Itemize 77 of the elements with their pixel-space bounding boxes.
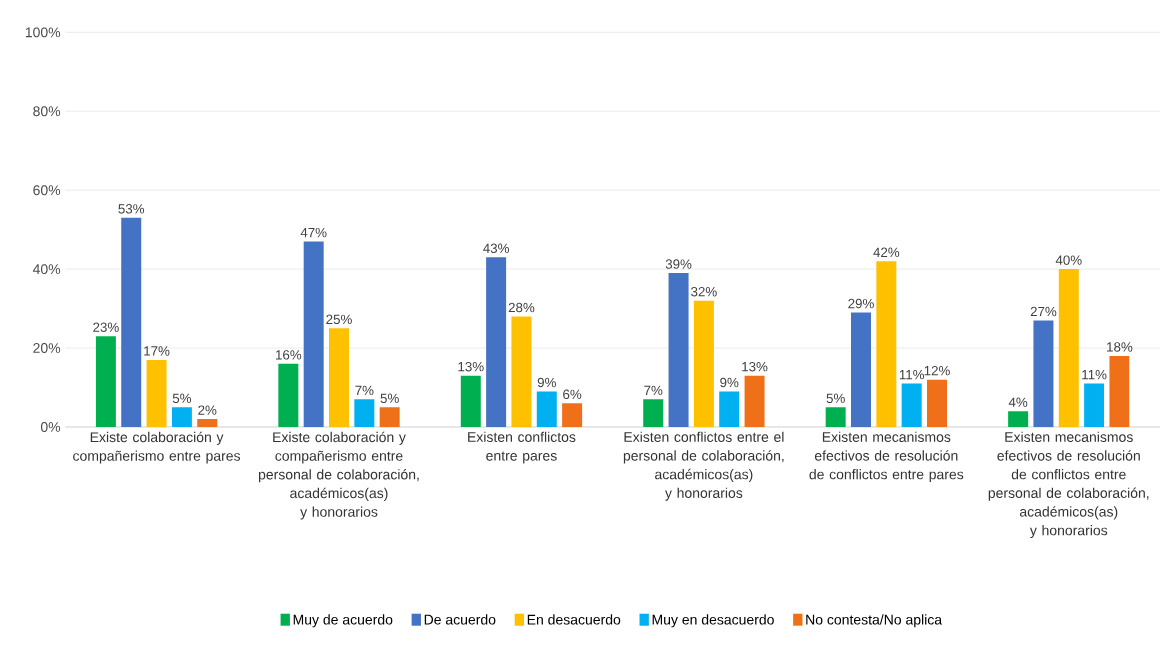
data-label: 18% [1107,342,1133,352]
data-label: 13% [458,361,484,372]
bar [1109,355,1130,427]
legend-label: Muy en desacuerdo [652,614,774,628]
bar [1008,411,1029,427]
data-label: 32% [691,286,717,297]
data-label: 47% [300,227,327,238]
y-tick-label: 80% [33,106,61,117]
bar [693,300,714,427]
data-label: 9% [720,377,739,388]
data-label: 11% [1082,369,1107,380]
y-tick-label: 40% [32,264,61,275]
bar [1033,320,1054,427]
bar [95,336,116,427]
data-label: 27% [1030,306,1057,317]
bar [876,261,897,427]
bar [668,273,689,427]
bar [329,328,350,427]
data-label: 7% [355,385,374,396]
x-tick-label: Existe colaboración y compañerismo entre pares [73,431,241,464]
bar [536,391,557,427]
y-tick-label: 100% [25,27,61,38]
bar [851,312,872,427]
x-tick-label: Existen conflictos entre pares [468,431,576,464]
bar [1058,269,1079,427]
data-label: 9% [537,377,556,388]
data-label: 12% [924,365,950,376]
data-label: 11% [899,369,925,380]
bar [146,359,167,427]
data-label: 42% [873,247,900,257]
data-label: 23% [93,322,119,332]
data-label: 43% [483,243,509,254]
bar [486,257,507,427]
data-label: 25% [326,314,352,325]
data-label: 17% [144,346,170,356]
bar [719,391,740,427]
x-tick-label: Existen mecanismos efectivos de resolución de conflictos entre pares [809,431,964,483]
data-label: 16% [276,350,302,360]
bar [171,407,192,427]
bar [825,407,846,427]
data-label: 2% [198,405,217,415]
data-label: 5% [826,393,845,403]
data-label: 40% [1055,255,1082,265]
bar [197,419,218,427]
legend-label: No contesta/No aplica [806,614,943,628]
data-label: 39% [665,259,692,269]
bar [354,399,375,427]
bar [901,383,922,427]
x-tick-label: Existe colaboración y compañerismo entre personal de colaboración, académicos(as) y honorarios [258,431,419,520]
legend-label: En desacuerdo [527,614,621,625]
y-tick-label: 60% [33,185,61,196]
data-label: 13% [742,361,768,372]
legend-label: De acuerdo [424,614,496,625]
bar [562,403,583,427]
data-label: 6% [563,389,582,400]
data-label: 4% [1008,397,1028,407]
data-label: 5% [172,393,192,403]
bar [643,399,664,427]
data-label: 53% [118,204,145,214]
data-label: 29% [848,298,874,309]
bar [379,407,400,427]
bar [460,375,481,427]
bar [121,217,142,427]
legend-label: Muy de acuerdo [293,614,393,628]
data-label: 5% [380,393,399,403]
bar [1084,383,1105,427]
bar [511,316,532,427]
y-tick-label: 0% [40,422,61,432]
x-tick-label: Existen mecanismos efectivos de resolución de conflictos entre personal de colaboración, académicos(as) y honorarios [988,431,1149,539]
bar [927,379,948,427]
y-tick-label: 20% [33,343,61,354]
data-label: 28% [508,302,535,313]
x-tick-label: Existen conflictos entre el personal de colaboración, académicos(as) y honorarios [623,431,784,501]
bar [303,241,324,427]
data-label: 7% [644,385,663,396]
bar [744,375,765,427]
bar [278,363,299,427]
